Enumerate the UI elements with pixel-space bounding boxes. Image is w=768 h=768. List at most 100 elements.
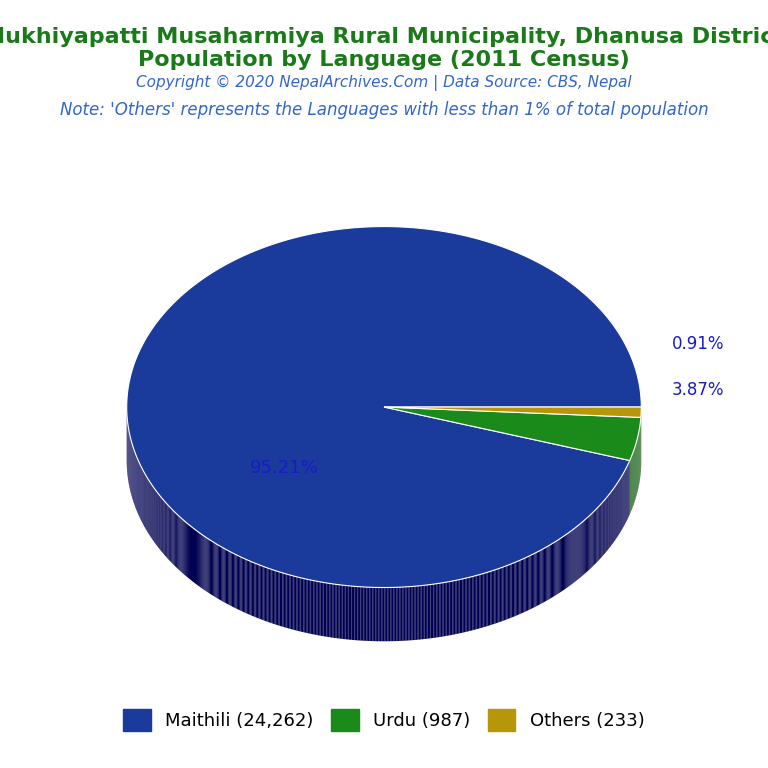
Polygon shape bbox=[489, 571, 490, 626]
Polygon shape bbox=[223, 548, 225, 603]
Polygon shape bbox=[566, 534, 568, 588]
Polygon shape bbox=[500, 568, 502, 622]
Polygon shape bbox=[535, 552, 537, 607]
Polygon shape bbox=[432, 584, 433, 638]
Polygon shape bbox=[555, 541, 557, 595]
Polygon shape bbox=[296, 577, 298, 631]
Polygon shape bbox=[410, 587, 411, 641]
Text: Copyright © 2020 NepalArchives.Com | Data Source: CBS, Nepal: Copyright © 2020 NepalArchives.Com | Dat… bbox=[136, 74, 632, 91]
Polygon shape bbox=[469, 577, 471, 631]
Polygon shape bbox=[468, 578, 469, 631]
Polygon shape bbox=[322, 582, 323, 636]
Polygon shape bbox=[219, 545, 220, 600]
Polygon shape bbox=[300, 578, 302, 632]
Polygon shape bbox=[417, 586, 419, 640]
Polygon shape bbox=[230, 552, 232, 606]
Polygon shape bbox=[257, 564, 258, 618]
Polygon shape bbox=[343, 585, 344, 639]
Polygon shape bbox=[439, 583, 441, 637]
Polygon shape bbox=[357, 587, 359, 641]
Polygon shape bbox=[505, 566, 506, 620]
Polygon shape bbox=[379, 588, 380, 641]
Polygon shape bbox=[583, 521, 584, 575]
Polygon shape bbox=[179, 516, 180, 571]
Polygon shape bbox=[233, 553, 234, 607]
Polygon shape bbox=[414, 586, 415, 640]
Polygon shape bbox=[239, 556, 240, 611]
Polygon shape bbox=[426, 585, 428, 639]
Polygon shape bbox=[396, 588, 398, 641]
Polygon shape bbox=[603, 501, 604, 555]
Polygon shape bbox=[596, 508, 597, 563]
Polygon shape bbox=[168, 505, 169, 560]
Polygon shape bbox=[493, 570, 495, 624]
Polygon shape bbox=[599, 505, 600, 560]
Polygon shape bbox=[519, 560, 521, 614]
Polygon shape bbox=[597, 508, 598, 562]
Polygon shape bbox=[191, 526, 192, 581]
Polygon shape bbox=[415, 586, 417, 640]
Polygon shape bbox=[402, 587, 404, 641]
Polygon shape bbox=[419, 586, 420, 640]
Polygon shape bbox=[411, 587, 412, 641]
Polygon shape bbox=[587, 517, 588, 571]
Text: Population by Language (2011 Census): Population by Language (2011 Census) bbox=[138, 50, 630, 70]
Polygon shape bbox=[349, 586, 350, 640]
Polygon shape bbox=[325, 583, 326, 637]
Polygon shape bbox=[376, 588, 377, 641]
Polygon shape bbox=[167, 505, 168, 559]
Polygon shape bbox=[447, 582, 448, 636]
Polygon shape bbox=[238, 555, 239, 610]
Polygon shape bbox=[517, 561, 518, 615]
Polygon shape bbox=[449, 581, 451, 635]
Polygon shape bbox=[532, 554, 533, 608]
Polygon shape bbox=[225, 549, 226, 603]
Polygon shape bbox=[513, 563, 515, 617]
Polygon shape bbox=[374, 588, 376, 641]
Polygon shape bbox=[544, 548, 545, 602]
Polygon shape bbox=[290, 575, 291, 629]
Polygon shape bbox=[164, 501, 165, 556]
Polygon shape bbox=[190, 525, 191, 580]
Polygon shape bbox=[527, 557, 528, 611]
Polygon shape bbox=[195, 529, 196, 584]
Polygon shape bbox=[560, 538, 561, 593]
Polygon shape bbox=[390, 588, 392, 641]
Polygon shape bbox=[197, 531, 198, 585]
Polygon shape bbox=[242, 558, 243, 611]
Polygon shape bbox=[462, 578, 464, 633]
Polygon shape bbox=[216, 544, 217, 598]
Polygon shape bbox=[292, 575, 293, 630]
Polygon shape bbox=[272, 569, 273, 624]
Polygon shape bbox=[188, 524, 189, 578]
Polygon shape bbox=[523, 558, 525, 613]
Text: 95.21%: 95.21% bbox=[250, 459, 319, 478]
Polygon shape bbox=[537, 551, 538, 606]
Polygon shape bbox=[288, 574, 290, 629]
Polygon shape bbox=[174, 511, 175, 566]
Polygon shape bbox=[406, 587, 407, 641]
Polygon shape bbox=[222, 548, 223, 602]
Polygon shape bbox=[398, 588, 399, 641]
Polygon shape bbox=[438, 584, 439, 637]
Polygon shape bbox=[193, 528, 194, 582]
Polygon shape bbox=[401, 587, 402, 641]
Polygon shape bbox=[383, 588, 384, 641]
Polygon shape bbox=[591, 513, 592, 568]
Polygon shape bbox=[172, 509, 173, 564]
Polygon shape bbox=[522, 559, 523, 613]
Polygon shape bbox=[558, 539, 560, 594]
Polygon shape bbox=[490, 571, 492, 625]
Polygon shape bbox=[265, 567, 266, 621]
Polygon shape bbox=[594, 510, 595, 565]
Polygon shape bbox=[204, 536, 206, 591]
Polygon shape bbox=[518, 561, 519, 615]
Polygon shape bbox=[283, 573, 285, 627]
Polygon shape bbox=[382, 588, 383, 641]
PathPatch shape bbox=[127, 227, 641, 588]
Polygon shape bbox=[445, 582, 447, 636]
Polygon shape bbox=[441, 583, 442, 637]
Polygon shape bbox=[249, 561, 250, 615]
Polygon shape bbox=[448, 581, 449, 636]
Polygon shape bbox=[359, 587, 360, 641]
